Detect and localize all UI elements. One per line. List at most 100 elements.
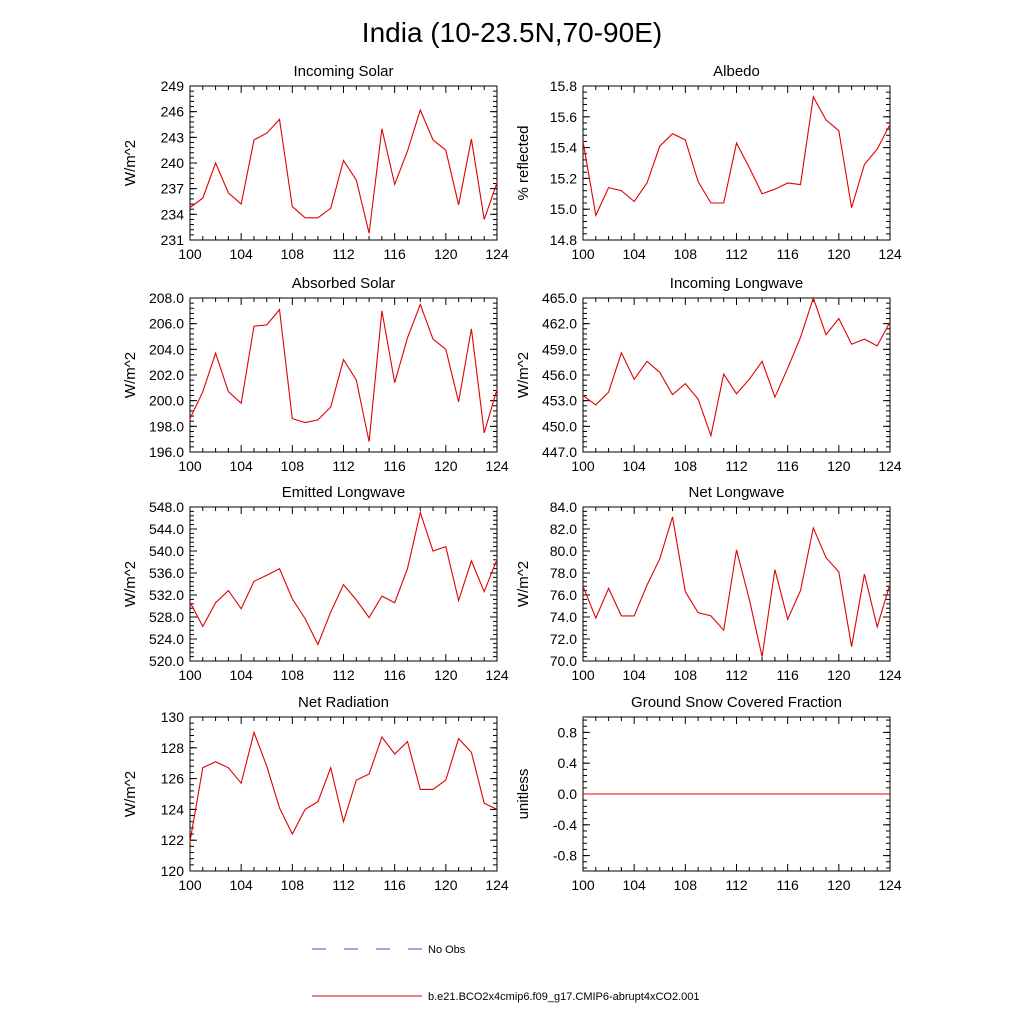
x-tick-label: 100	[178, 458, 202, 474]
x-tick-label: 100	[178, 246, 202, 262]
panel-6: Net Radiation W/m^2 100 104 108 112 116 120 124 1…	[122, 694, 509, 893]
y-tick-label: 459.0	[542, 341, 577, 357]
y-tick-label: 240	[161, 155, 185, 171]
x-tick-label: 120	[434, 458, 458, 474]
panel-7: Ground Snow Covered Fraction unitless 100 1…	[515, 694, 902, 893]
y-tick-label: 447.0	[542, 444, 577, 460]
x-tick-label: 116	[777, 667, 800, 683]
y-tick-label: 15.0	[550, 201, 577, 217]
y-tick-label: 70.0	[550, 653, 577, 669]
y-tick-label: 196.0	[149, 444, 184, 460]
x-tick-label: 104	[229, 458, 253, 474]
y-tick-label: 465.0	[542, 290, 577, 306]
plot-frame	[189, 297, 498, 453]
legend-label-no-obs: No Obs	[428, 944, 466, 956]
x-tick-label: 120	[434, 877, 458, 893]
y-tick-label: 15.2	[550, 170, 577, 186]
x-tick-label: 108	[674, 877, 698, 893]
panel-1: Albedo % reflected 100 104 108 112 116 120 124 14…	[515, 63, 902, 262]
y-tick-label: 237	[161, 181, 185, 197]
y-tick-label: 548.0	[149, 499, 184, 515]
x-tick-label: 112	[332, 458, 355, 474]
y-axis-label: W/m^2	[122, 561, 139, 607]
panel-title: Absorbed Solar	[292, 275, 395, 292]
x-tick-label: 116	[384, 667, 407, 683]
y-tick-label: 76.0	[550, 587, 577, 603]
x-tick-label: 116	[384, 458, 407, 474]
y-tick-label: 231	[161, 232, 185, 248]
y-tick-label: 0.4	[558, 755, 578, 771]
x-tick-label: 100	[571, 667, 595, 683]
series-line-0	[189, 730, 498, 842]
legend-label-model: b.e21.BCO2x4cmip6.f09_g17.CMIP6-abrupt4x…	[428, 991, 700, 1003]
x-tick-label: 116	[777, 458, 800, 474]
y-tick-label: 72.0	[550, 631, 577, 647]
x-tick-label: 108	[674, 246, 698, 262]
x-tick-label: 104	[622, 667, 646, 683]
y-tick-label: 450.0	[542, 418, 577, 434]
y-tick-label: 14.8	[550, 232, 577, 248]
x-tick-label: 120	[827, 877, 851, 893]
y-tick-label: 82.0	[550, 521, 577, 537]
y-tick-label: 456.0	[542, 367, 577, 383]
x-tick-label: 108	[281, 246, 305, 262]
x-tick-label: 120	[434, 667, 458, 683]
x-tick-label: 100	[178, 667, 202, 683]
panel-5: Net Longwave W/m^2 100 104 108 112 116 120 124 70…	[515, 484, 902, 683]
panel-title: Net Longwave	[689, 484, 785, 501]
x-tick-label: 112	[332, 877, 355, 893]
y-tick-label: 74.0	[550, 609, 577, 625]
x-tick-label: 112	[332, 246, 355, 262]
x-tick-label: 124	[485, 667, 509, 683]
y-axis-label: W/m^2	[122, 140, 139, 186]
x-tick-label: 104	[229, 877, 253, 893]
panel-title: Albedo	[713, 63, 760, 80]
x-tick-label: 104	[622, 246, 646, 262]
y-tick-label: 0.0	[558, 786, 578, 802]
x-tick-label: 108	[674, 458, 698, 474]
series-line-0	[189, 510, 498, 646]
y-tick-label: 520.0	[149, 653, 184, 669]
y-axis-label: % reflected	[515, 125, 532, 200]
y-tick-label: 246	[161, 104, 185, 120]
plot-frame	[189, 716, 498, 872]
panel-title: Emitted Longwave	[282, 484, 405, 501]
series-line-0	[582, 516, 891, 657]
y-tick-label: 80.0	[550, 543, 577, 559]
y-tick-label: 204.0	[149, 341, 184, 357]
y-axis-label: W/m^2	[122, 771, 139, 817]
series-line-0	[582, 95, 891, 218]
y-tick-label: 15.4	[550, 140, 577, 156]
x-tick-label: 124	[878, 246, 902, 262]
x-tick-label: 112	[725, 877, 748, 893]
x-tick-label: 120	[827, 246, 851, 262]
plot-frame	[189, 85, 498, 241]
y-tick-label: 15.6	[550, 109, 577, 125]
x-tick-label: 100	[571, 246, 595, 262]
panel-0: Incoming Solar W/m^2 100 104 108 112 116 120 124…	[122, 63, 509, 262]
panel-title: Incoming Longwave	[670, 275, 803, 292]
x-tick-label: 116	[384, 246, 407, 262]
x-tick-label: 108	[281, 667, 305, 683]
y-tick-label: 453.0	[542, 393, 577, 409]
y-tick-label: 124	[161, 801, 185, 817]
x-tick-label: 116	[777, 877, 800, 893]
x-tick-label: 100	[571, 458, 595, 474]
y-tick-label: 540.0	[149, 543, 184, 559]
y-tick-label: 128	[161, 740, 185, 756]
x-tick-label: 124	[878, 458, 902, 474]
x-tick-label: 104	[622, 877, 646, 893]
y-tick-label: 84.0	[550, 499, 577, 515]
panel-4: Emitted Longwave W/m^2 100 104 108 112 116 120 1…	[122, 484, 509, 683]
figure-title: India (10-23.5N,70-90E)	[362, 17, 662, 48]
y-tick-label: 78.0	[550, 565, 577, 581]
x-tick-label: 104	[229, 667, 253, 683]
x-tick-label: 124	[485, 458, 509, 474]
x-tick-label: 120	[827, 458, 851, 474]
series-line-0	[582, 296, 891, 438]
y-axis-label: unitless	[515, 769, 532, 820]
y-tick-label: 130	[161, 709, 185, 725]
x-tick-label: 100	[571, 877, 595, 893]
y-tick-label: 202.0	[149, 367, 184, 383]
